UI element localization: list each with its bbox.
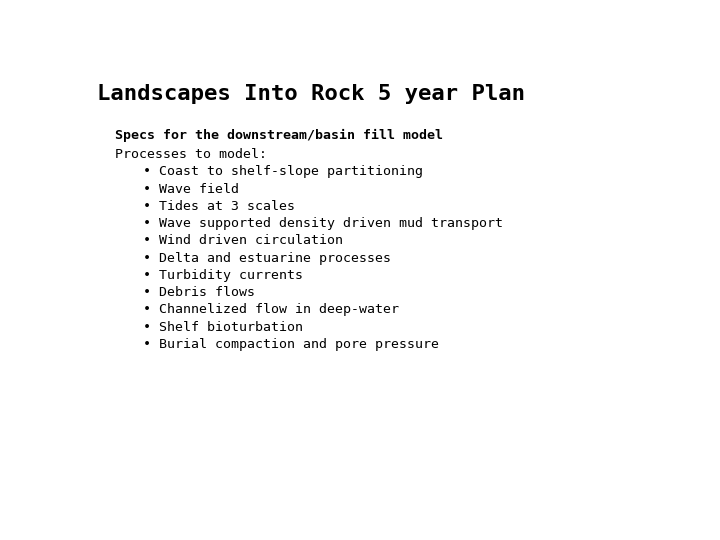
- Text: • Wave supported density driven mud transport: • Wave supported density driven mud tran…: [143, 217, 503, 230]
- Text: • Coast to shelf-slope partitioning: • Coast to shelf-slope partitioning: [143, 165, 423, 178]
- Text: Specs for the downstream/basin fill model: Specs for the downstream/basin fill mode…: [115, 129, 443, 143]
- Text: • Debris flows: • Debris flows: [143, 286, 255, 299]
- Text: • Burial compaction and pore pressure: • Burial compaction and pore pressure: [143, 338, 439, 351]
- Text: • Channelized flow in deep-water: • Channelized flow in deep-water: [143, 303, 399, 316]
- Text: • Tides at 3 scales: • Tides at 3 scales: [143, 200, 295, 213]
- Text: • Wind driven circulation: • Wind driven circulation: [143, 234, 343, 247]
- Text: • Shelf bioturbation: • Shelf bioturbation: [143, 321, 303, 334]
- Text: • Delta and estuarine processes: • Delta and estuarine processes: [143, 252, 391, 265]
- Text: • Turbidity currents: • Turbidity currents: [143, 269, 303, 282]
- Text: • Wave field: • Wave field: [143, 183, 239, 195]
- Text: Processes to model:: Processes to model:: [115, 148, 267, 161]
- Text: Landscapes Into Rock 5 year Plan: Landscapes Into Rock 5 year Plan: [96, 84, 525, 104]
